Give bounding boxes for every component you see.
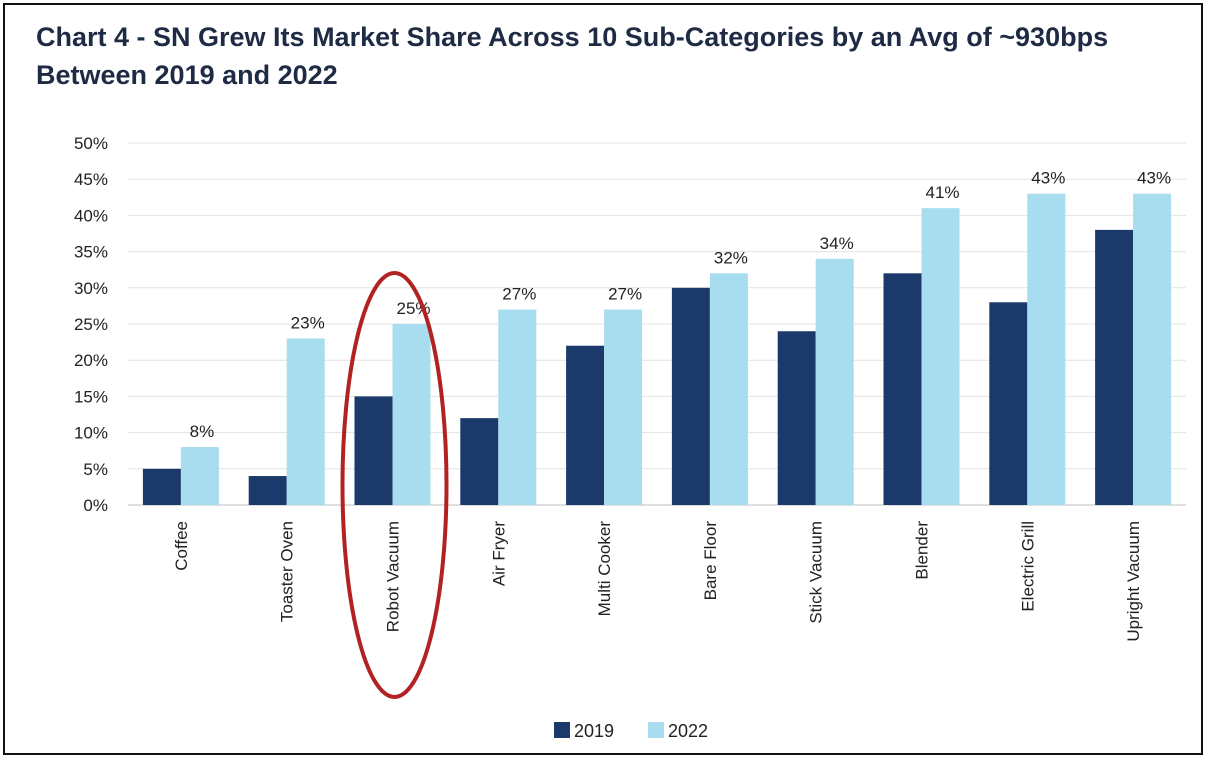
category-label: Upright Vacuum <box>1124 521 1143 642</box>
data-label: 8% <box>190 422 215 441</box>
bar-2019-coffee <box>142 468 181 505</box>
category-labels: Coffee Toaster Oven Robot Vacuum Air Fryer M… <box>172 521 1143 642</box>
bar-2022-toaster-oven <box>286 338 325 505</box>
bar-2022-multi-cooker <box>604 309 643 505</box>
bar-2022-blender <box>921 208 960 505</box>
chart-title: Chart 4 - SN Grew Its Market Share Acros… <box>36 22 1109 90</box>
data-label: 27% <box>608 285 642 304</box>
y-tick-label: 25% <box>74 315 108 334</box>
legend-label-2019: 2019 <box>574 721 614 741</box>
legend-swatch-2019 <box>554 722 570 738</box>
bar-2022-electric-grill <box>1027 193 1066 505</box>
bar-2019-robot-vacuum <box>354 396 393 505</box>
category-label: Electric Grill <box>1018 521 1037 612</box>
bar-2019-bare-floor <box>671 287 710 505</box>
bar-2022-robot-vacuum <box>392 324 431 505</box>
bar-2019-air-fryer <box>460 418 499 505</box>
y-tick-label: 45% <box>74 170 108 189</box>
legend: 2019 2022 <box>554 721 708 741</box>
data-label: 41% <box>925 183 959 202</box>
category-label: Air Fryer <box>489 521 508 587</box>
highlight-ellipse <box>340 271 449 699</box>
category-label: Multi Cooker <box>595 521 614 617</box>
legend-swatch-2022 <box>648 722 664 738</box>
annotation <box>340 271 449 699</box>
data-label: 32% <box>714 248 748 267</box>
y-tick-label: 0% <box>83 496 108 515</box>
bar-2019-stick-vacuum <box>777 331 816 505</box>
bars <box>142 193 1172 505</box>
y-axis-ticks: 0% 5% 10% 15% 20% 25% 30% 35% 40% 45% 50% <box>74 134 108 515</box>
data-label: 43% <box>1031 169 1065 188</box>
bar-2022-upright-vacuum <box>1133 193 1172 505</box>
y-tick-label: 30% <box>74 279 108 298</box>
y-tick-label: 10% <box>74 424 108 443</box>
data-label: 27% <box>502 285 536 304</box>
data-labels: 8%23%25%27% 27%32%34%41%43% 43% <box>190 169 1172 441</box>
category-label: Coffee <box>172 521 191 571</box>
y-tick-label: 15% <box>74 387 108 406</box>
category-label: Blender <box>913 521 932 580</box>
bar-2022-coffee <box>180 447 219 505</box>
category-label: Stick Vacuum <box>807 521 826 624</box>
y-tick-label: 40% <box>74 206 108 225</box>
y-tick-label: 50% <box>74 134 108 153</box>
category-label: Robot Vacuum <box>384 521 403 632</box>
bar-2022-bare-floor <box>709 273 748 505</box>
bar-2022-stick-vacuum <box>815 258 854 505</box>
legend-label-2022: 2022 <box>668 721 708 741</box>
data-label: 23% <box>291 313 325 332</box>
bar-2019-multi-cooker <box>566 345 605 505</box>
bar-2019-upright-vacuum <box>1095 229 1134 505</box>
bar-2019-electric-grill <box>989 302 1028 505</box>
bar-2019-blender <box>883 273 922 505</box>
bar-2022-air-fryer <box>498 309 537 505</box>
y-tick-label: 5% <box>83 460 108 479</box>
y-tick-label: 20% <box>74 351 108 370</box>
data-label: 43% <box>1137 169 1171 188</box>
bar-2019-toaster-oven <box>248 476 287 505</box>
y-tick-label: 35% <box>74 243 108 262</box>
category-label: Toaster Oven <box>278 521 297 622</box>
category-label: Bare Floor <box>701 521 720 601</box>
data-label: 34% <box>820 234 854 253</box>
